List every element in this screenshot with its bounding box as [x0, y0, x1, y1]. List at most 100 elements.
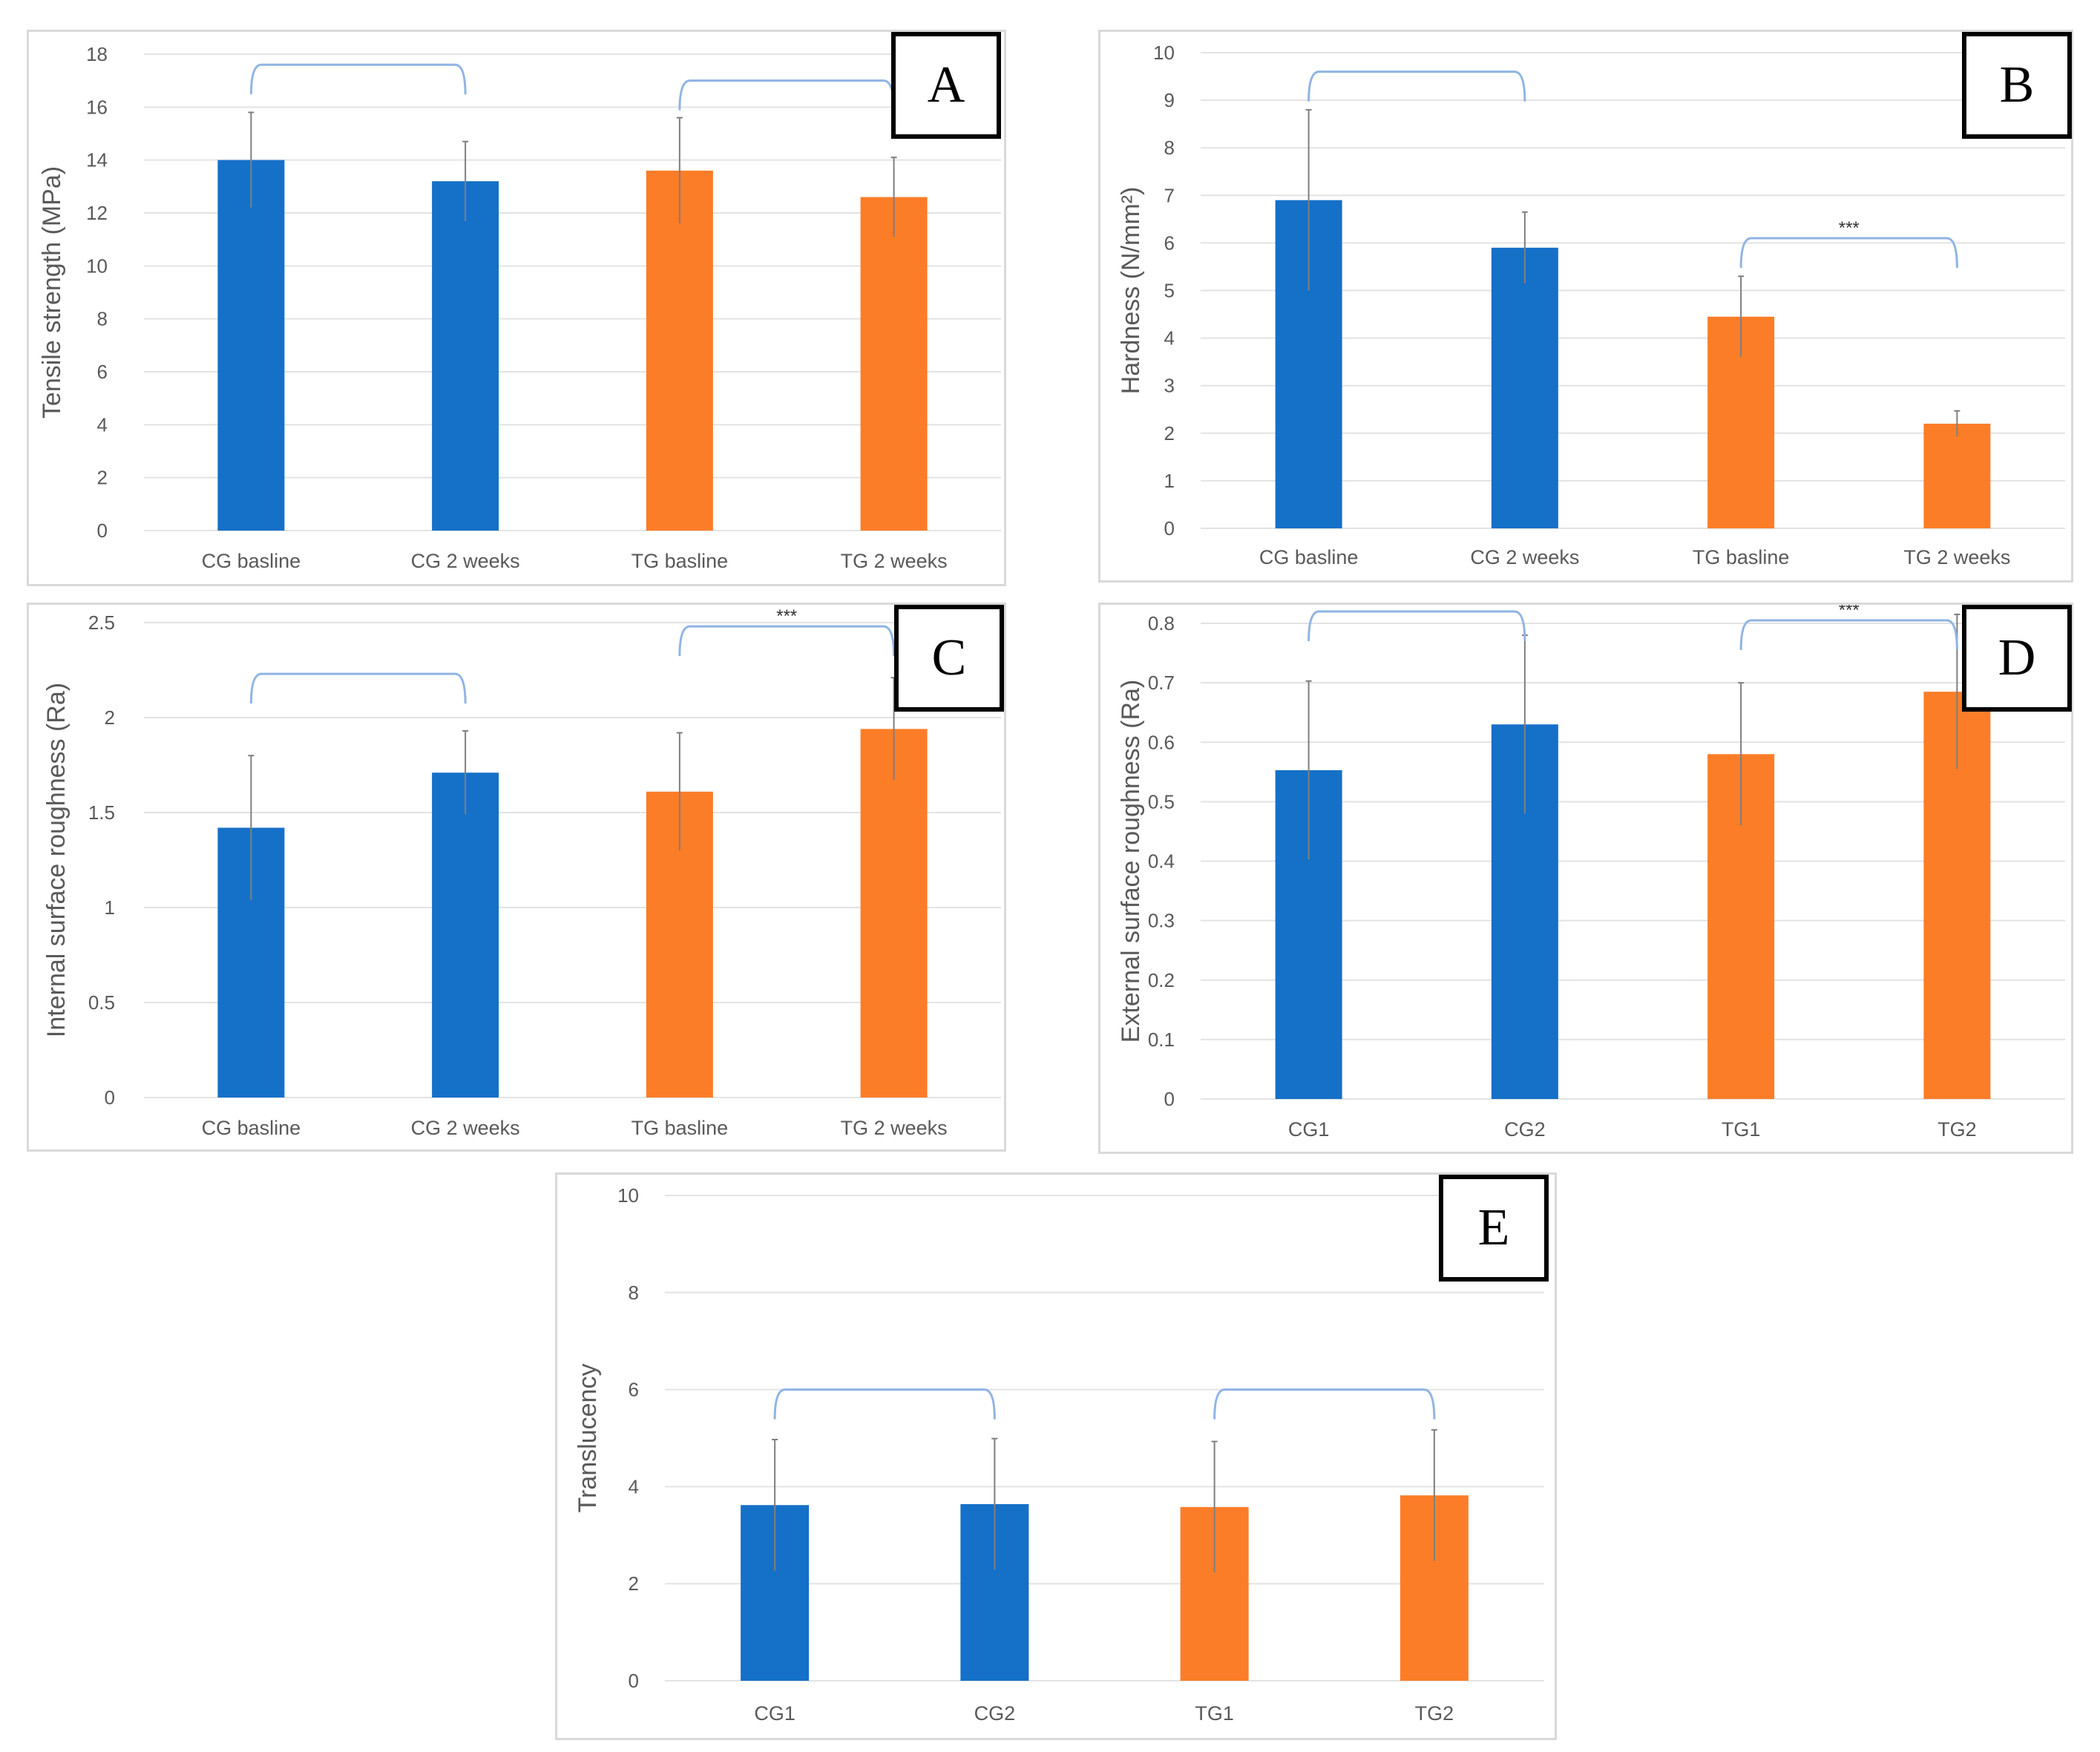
x-category-label: TG 2 weeks [1903, 546, 2010, 568]
chart-svg-a: 0 2 4 6 8 10 12 14 16 18 Tensile strength (MPa) CG … [38, 43, 1001, 572]
significance-bracket [678, 79, 896, 111]
y-tick-label: 0.6 [1148, 731, 1175, 753]
significance-bracket [773, 1388, 996, 1420]
x-category-label: TG1 [1195, 1702, 1234, 1725]
y-tick-label: 1.5 [88, 801, 115, 824]
x-category-label: TG basline [631, 550, 729, 572]
chart-panel-b: 0 1 2 3 4 5 6 7 8 9 10 Hardness (N/mm²) CG basline CG… [1098, 30, 2073, 583]
significance-bracket [1307, 70, 1526, 102]
y-tick-label: 0.4 [1148, 850, 1175, 873]
bar-b-2 [1491, 247, 1558, 528]
y-tick-label: 2 [97, 467, 108, 489]
y-tick-label: 16 [86, 96, 108, 118]
y-tick-label: 18 [86, 43, 108, 65]
y-tick-label: 0.1 [1148, 1028, 1175, 1051]
significance-label: *** [1839, 605, 1860, 620]
x-category-label: TG1 [1722, 1118, 1761, 1141]
bar-c-2 [432, 772, 499, 1098]
significance-bracket [249, 672, 467, 704]
y-tick-label: 0.8 [1148, 612, 1175, 634]
y-tick-label: 8 [1164, 137, 1175, 159]
y-tick-label: 6 [97, 361, 108, 383]
y-tick-label: 0 [97, 519, 108, 542]
y-tick-label: 7 [1164, 184, 1175, 206]
y-tick-label: 6 [1164, 232, 1175, 254]
y-axis-label: Translucency [574, 1364, 602, 1513]
x-category-label: CG basline [1259, 546, 1359, 568]
y-tick-label: 2 [629, 1572, 639, 1595]
x-category-label: CG1 [1288, 1118, 1330, 1141]
y-axis-label: External surface roughness (Ra) [1117, 680, 1145, 1043]
x-category-label: TG2 [1937, 1118, 1977, 1141]
y-tick-label: 3 [1164, 375, 1175, 397]
y-tick-label: 10 [617, 1184, 639, 1207]
y-tick-label: 0.5 [1148, 790, 1175, 813]
y-axis-label: Hardness (N/mm²) [1117, 187, 1145, 395]
chart-panel-c: 0 0.5 1 1.5 2 2.5 Internal surface roughness (… [27, 603, 1006, 1152]
chart-svg-e: 0 2 4 6 8 10 Translucency CG1 CG2 TG1 TG2 [574, 1184, 1544, 1725]
x-category-label: CG 2 weeks [1470, 546, 1579, 568]
significance-label: *** [1839, 218, 1860, 238]
significance-bracket [1213, 1388, 1436, 1420]
y-tick-label: 9 [1164, 89, 1175, 111]
y-tick-label: 2 [105, 706, 115, 729]
y-axis-label: Internal surface roughness (Ra) [42, 683, 70, 1037]
bar-a-1 [217, 160, 285, 531]
significance-bracket [1307, 610, 1526, 641]
y-tick-label: 4 [1164, 327, 1175, 350]
x-category-label: TG 2 weeks [841, 1117, 948, 1139]
x-category-label: CG basline [202, 550, 301, 572]
chart-panel-e: 0 2 4 6 8 10 Translucency CG1 CG2 TG1 TG2 E [555, 1172, 1557, 1740]
bar-a-4 [860, 197, 928, 531]
y-tick-label: 1 [1164, 470, 1175, 492]
y-tick-label: 2.5 [88, 611, 115, 634]
chart-svg-b: 0 1 2 3 4 5 6 7 8 9 10 Hardness (N/mm²) CG basline CG… [1117, 42, 2065, 568]
x-category-label: CG2 [1504, 1118, 1546, 1141]
x-category-label: CG 2 weeks [411, 550, 520, 572]
y-tick-label: 10 [1153, 42, 1175, 64]
y-tick-label: 8 [97, 308, 108, 330]
x-category-label: CG1 [754, 1702, 795, 1725]
y-tick-label: 12 [86, 202, 108, 224]
chart-panel-a: 0 2 4 6 8 10 12 14 16 18 Tensile strength (MPa) CG … [27, 30, 1006, 586]
x-category-label: TG2 [1415, 1702, 1454, 1725]
y-tick-label: 0 [105, 1086, 115, 1109]
y-axis-label: Tensile strength (MPa) [38, 166, 66, 419]
bar-a-3 [646, 170, 713, 531]
y-tick-label: 0.3 [1148, 910, 1175, 932]
x-category-label: CG basline [202, 1117, 301, 1139]
chart-svg-d: 0 0.1 0.2 0.3 0.4 0.5 0.6 0.7 0.8 External surfac… [1117, 605, 2065, 1141]
panel-label-e: E [1439, 1175, 1549, 1282]
y-tick-label: 8 [629, 1282, 639, 1304]
x-category-label: CG 2 weeks [411, 1117, 520, 1139]
chart-svg-c: 0 0.5 1 1.5 2 2.5 Internal surface roughness (… [42, 606, 1001, 1139]
y-tick-label: 2 [1164, 422, 1175, 444]
x-category-label: TG basline [631, 1117, 729, 1139]
y-tick-label: 5 [1164, 280, 1175, 302]
x-category-label: TG 2 weeks [841, 550, 948, 572]
y-tick-label: 10 [86, 255, 108, 277]
significance-label: *** [776, 606, 797, 626]
chart-panel-d: 0 0.1 0.2 0.3 0.4 0.5 0.6 0.7 0.8 External surfac… [1098, 603, 2073, 1154]
y-tick-label: 0 [1164, 517, 1175, 539]
panel-label-c: C [894, 605, 1004, 712]
significance-bracket [678, 625, 896, 657]
y-tick-label: 0.2 [1148, 969, 1175, 991]
panel-label-d: D [1962, 605, 2072, 712]
y-tick-label: 0 [629, 1670, 639, 1692]
y-tick-label: 0.5 [88, 991, 115, 1014]
y-tick-label: 4 [97, 413, 108, 436]
significance-bracket [1739, 619, 1958, 650]
bar-a-2 [432, 181, 499, 531]
panel-label-b: B [1962, 32, 2072, 139]
y-tick-label: 0.7 [1148, 672, 1175, 694]
panel-label-a: A [891, 32, 1001, 139]
x-category-label: CG2 [974, 1702, 1016, 1725]
x-category-label: TG basline [1693, 546, 1790, 568]
y-tick-label: 14 [86, 149, 108, 171]
bar-b-4 [1923, 423, 1991, 528]
y-tick-label: 1 [105, 896, 115, 919]
bar-c-4 [860, 729, 928, 1098]
y-tick-label: 6 [629, 1379, 639, 1401]
significance-bracket [249, 63, 467, 95]
